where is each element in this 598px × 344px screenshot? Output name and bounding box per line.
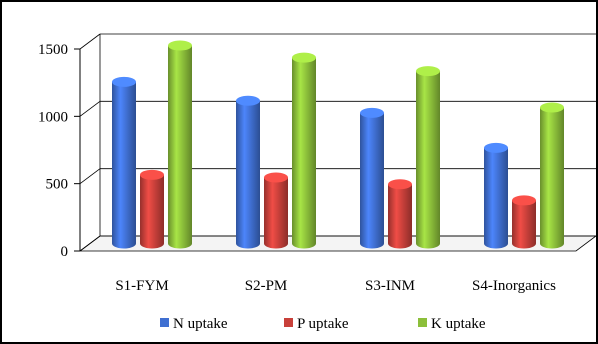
bar [236, 100, 260, 249]
bar [484, 147, 508, 249]
bar [388, 184, 412, 249]
x-tick-label: S2-PM [245, 278, 288, 294]
bar-cap [540, 102, 564, 113]
bar [540, 107, 564, 249]
bar-cap [416, 66, 440, 77]
bar [168, 45, 192, 249]
bar-cap [388, 179, 412, 190]
x-tick-label: S3-INM [365, 278, 415, 294]
gridline-side [79, 101, 101, 117]
bar-cap [112, 76, 136, 87]
legend-swatch [284, 318, 293, 327]
bar-cap [264, 172, 288, 183]
gridline-side [79, 33, 101, 50]
y-tick-label: 1500 [38, 42, 68, 58]
legend-label: N uptake [173, 316, 228, 332]
x-tick-label: S1-FYM [115, 278, 168, 294]
bar-cap [168, 40, 192, 51]
bar-cap [360, 107, 384, 118]
y-tick-label: 0 [61, 244, 69, 260]
bar [360, 112, 384, 249]
legend-swatch [418, 318, 427, 327]
bar-cap [484, 142, 508, 153]
legend-label: K uptake [431, 316, 486, 332]
bar [264, 177, 288, 249]
legend-label: P uptake [297, 316, 349, 332]
y-tick-label: 500 [46, 177, 69, 193]
legend-swatch [160, 318, 169, 327]
bar-cap [512, 195, 536, 206]
bar [416, 71, 440, 249]
gridline-side [79, 235, 101, 252]
x-tick-label: S4-Inorganics [472, 278, 556, 294]
bar [292, 57, 316, 249]
y-tick-label: 1000 [38, 109, 68, 125]
bar-cap [236, 95, 260, 106]
bar-cap [140, 169, 164, 180]
back-wall [100, 34, 596, 236]
bar [140, 174, 164, 249]
bar [112, 81, 136, 249]
bar [512, 200, 536, 249]
gridline-side [79, 168, 101, 184]
bar-cap [292, 52, 316, 63]
